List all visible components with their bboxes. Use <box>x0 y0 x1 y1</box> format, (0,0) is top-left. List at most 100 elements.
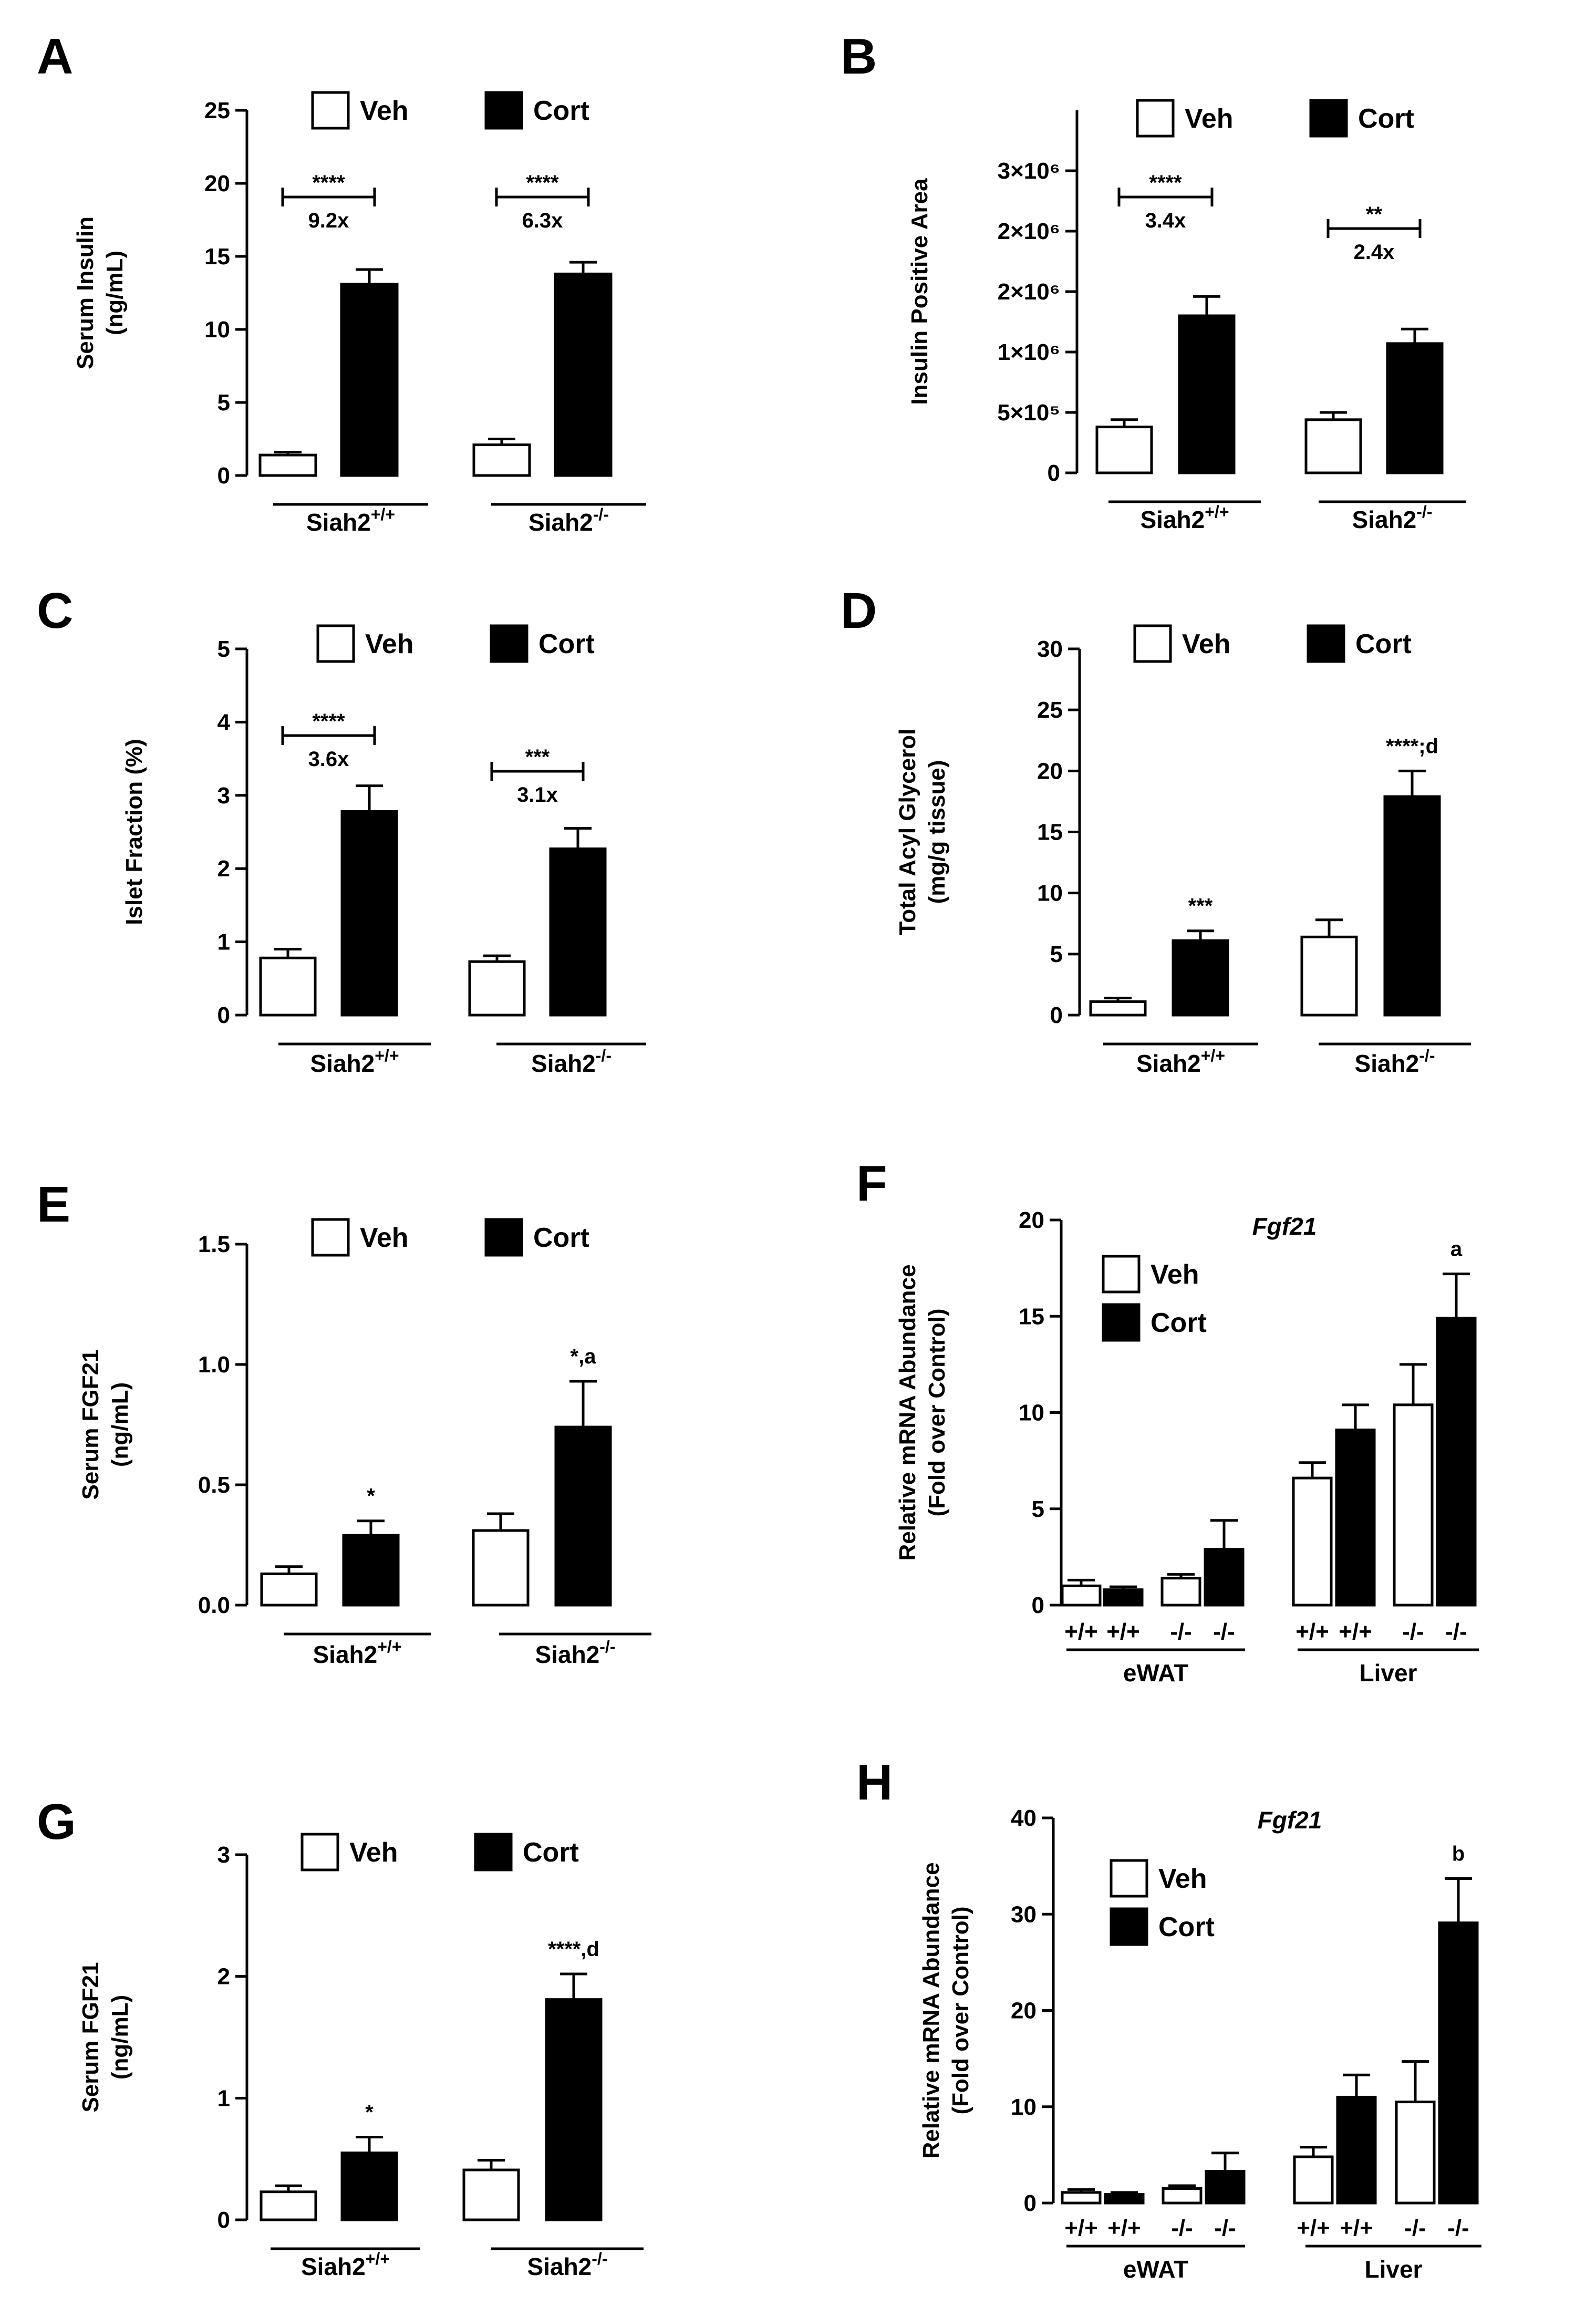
panel-letter-d: D <box>841 583 877 639</box>
bar-e-cort <box>342 1534 400 1607</box>
panel-g: G 0 1 2 3 Serum FGF21 (ng/mL) Veh Cort * ****,d Sia… <box>37 1794 644 2280</box>
y-tick-label-b: 2×10⁶ <box>998 279 1060 305</box>
bar-a-veh <box>472 443 531 477</box>
bar-e-veh <box>260 1572 318 1607</box>
fold-change-a: 6.3x <box>522 209 563 232</box>
legend-swatch-veh <box>311 1218 350 1257</box>
panel-letter-f: F <box>856 1155 887 1212</box>
bar-c-cort <box>340 810 398 1017</box>
genotype-label-f: -/- <box>1213 1619 1235 1645</box>
bar-b-cort <box>1178 314 1236 474</box>
group-label-e: Siah2+/+ <box>313 1637 402 1668</box>
legend-swatch-veh <box>311 91 350 130</box>
bar-a-cort <box>554 272 613 477</box>
group-label-a: Siah2+/+ <box>306 505 395 536</box>
y-tick-label-a: 20 <box>204 171 230 197</box>
y-axis-label-g: Serum FGF21 <box>78 1962 103 2112</box>
fold-change-a: 9.2x <box>308 209 349 232</box>
sig-annotation-g: * <box>365 2101 374 2124</box>
genotype-label-h: +/+ <box>1297 2215 1330 2241</box>
bar-f-cort <box>1335 1428 1376 1607</box>
bar-d-veh <box>1089 1000 1147 1017</box>
legend-label-cort: Cort <box>1358 104 1414 134</box>
legend-label-veh: Veh <box>365 629 414 659</box>
genotype-label-h: +/+ <box>1107 2215 1141 2241</box>
bar-b-veh <box>1304 418 1362 474</box>
y-tick-label-f: 20 <box>1019 1207 1044 1233</box>
y-tick-label-b: 0 <box>1048 460 1060 486</box>
group-label-d: Siah2+/+ <box>1136 1046 1225 1077</box>
y-tick-label-d: 0 <box>1050 1002 1063 1028</box>
bar-c-veh <box>259 956 317 1017</box>
bar-d-cort <box>1172 939 1229 1017</box>
y-tick-label-e: 0.0 <box>198 1593 230 1618</box>
y-tick-label-g: 3 <box>217 1842 230 1868</box>
y-axis-label-d: (mg/g tissue) <box>924 760 950 904</box>
y-tick-label-c: 0 <box>217 1002 230 1028</box>
legend-label-cort: Cort <box>1151 1308 1207 1338</box>
y-tick-label-h: 40 <box>1011 1805 1037 1831</box>
y-tick-label-f: 5 <box>1032 1496 1044 1522</box>
bar-h-veh <box>1162 2187 1203 2205</box>
group-label-e: Siah2-/- <box>535 1637 616 1668</box>
legend-label-cort: Cort <box>1158 1912 1215 1942</box>
y-tick-label-f: 10 <box>1019 1400 1044 1426</box>
y-axis-label-h: Relative mRNA Abundance <box>918 1863 944 2159</box>
group-label-a: Siah2-/- <box>528 505 609 536</box>
y-axis-label-f: Relative mRNA Abundance <box>895 1265 920 1561</box>
y-tick-label-d: 30 <box>1037 636 1063 662</box>
y-tick-label-d: 15 <box>1037 820 1063 845</box>
y-tick-label-c: 5 <box>217 636 230 662</box>
bar-h-cort <box>1104 2193 1145 2205</box>
y-axis-label-a: Serum Insulin <box>72 216 98 369</box>
group-label-b: Siah2+/+ <box>1141 502 1229 533</box>
genotype-label-h: +/+ <box>1340 2215 1373 2241</box>
chart-title-f: Fgf21 <box>1252 1213 1317 1240</box>
genotype-label-h: -/- <box>1171 2215 1193 2241</box>
panel-letter-e: E <box>37 1176 70 1233</box>
legend-label-cort: Cort <box>533 1223 589 1253</box>
bar-d-cort <box>1383 795 1441 1017</box>
legend-swatch-cort <box>484 1218 523 1257</box>
bar-g-veh <box>462 2168 520 2221</box>
legend-label-veh: Veh <box>349 1837 398 1868</box>
y-tick-label-c: 1 <box>217 929 230 955</box>
genotype-label-h: +/+ <box>1064 2215 1098 2241</box>
y-tick-label-h: 0 <box>1024 2190 1037 2216</box>
bar-h-veh <box>1061 2191 1102 2205</box>
bar-g-veh <box>260 2190 317 2221</box>
bar-f-veh <box>1061 1584 1102 1607</box>
y-tick-label-d: 10 <box>1037 881 1063 906</box>
y-tick-label-h: 20 <box>1011 1998 1037 2024</box>
y-tick-label-g: 0 <box>217 2207 230 2233</box>
y-tick-label-g: 2 <box>217 1964 230 1990</box>
legend-swatch-cort <box>1309 99 1348 138</box>
y-axis-label-d: Total Acyl Glycerol <box>895 729 920 936</box>
y-axis-label-h: (Fold over Control) <box>948 1907 973 2115</box>
y-tick-label-a: 0 <box>217 463 230 489</box>
fold-change-b: 2.4x <box>1354 241 1395 264</box>
panel-letter-a: A <box>37 28 73 85</box>
legend-label-cort: Cort <box>523 1837 579 1868</box>
panel-f: F 0 5 10 15 20 Relative mRNA Abundance (Fold ov… <box>856 1155 1479 1687</box>
sig-stars-b: **** <box>1149 171 1182 194</box>
y-tick-label-f: 0 <box>1032 1593 1044 1618</box>
legend-label-veh: Veh <box>1185 104 1234 134</box>
y-tick-label-e: 1.5 <box>198 1232 230 1257</box>
bar-c-veh <box>468 960 526 1017</box>
tissue-label-f: eWAT <box>1123 1659 1188 1687</box>
legend-label-cort: Cort <box>538 629 595 659</box>
y-tick-label-e: 1.0 <box>198 1352 230 1378</box>
y-tick-label-d: 25 <box>1037 697 1063 723</box>
genotype-label-h: -/- <box>1447 2215 1469 2241</box>
y-axis-label-b: Insulin Positive Area <box>907 178 932 405</box>
y-tick-label-b: 2×10⁶ <box>998 219 1060 244</box>
bar-h-cort <box>1205 2170 1246 2205</box>
panel-d: D 0 5 10 15 20 25 30 Total Acyl Glycerol (mg/g ti… <box>841 583 1471 1077</box>
legend-swatch-cort <box>484 91 523 130</box>
bar-f-cort <box>1436 1317 1477 1607</box>
bar-h-cort <box>1336 2095 1377 2205</box>
y-tick-label-a: 15 <box>204 244 230 270</box>
y-tick-label-c: 4 <box>217 709 231 735</box>
